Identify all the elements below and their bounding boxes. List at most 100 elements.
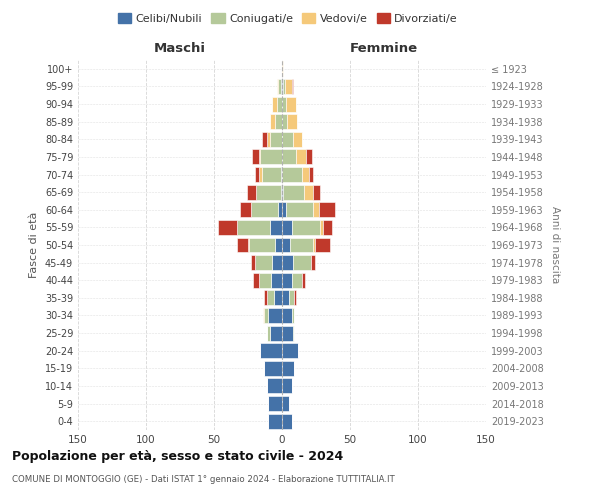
Bar: [282, 255, 293, 270]
Bar: [255, 255, 272, 270]
Bar: [237, 238, 248, 252]
Bar: [282, 343, 298, 358]
Bar: [270, 326, 282, 340]
Y-axis label: Fasce di età: Fasce di età: [29, 212, 39, 278]
Bar: [283, 184, 304, 200]
Bar: [267, 326, 270, 340]
Bar: [272, 96, 277, 112]
Bar: [248, 238, 250, 252]
Legend: Celibi/Nubili, Coniugati/e, Vedovi/e, Divorziati/e: Celibi/Nubili, Coniugati/e, Vedovi/e, Di…: [116, 10, 460, 26]
Bar: [282, 96, 286, 112]
Bar: [282, 290, 289, 306]
Bar: [314, 238, 329, 252]
Bar: [281, 184, 282, 200]
Bar: [265, 290, 267, 306]
Bar: [270, 114, 275, 129]
Bar: [282, 167, 302, 182]
Bar: [313, 184, 320, 200]
Bar: [282, 150, 296, 164]
Bar: [251, 202, 278, 218]
Bar: [282, 396, 289, 411]
Bar: [293, 255, 311, 270]
Bar: [240, 202, 251, 218]
Bar: [255, 167, 259, 182]
Bar: [250, 238, 275, 252]
Bar: [268, 396, 282, 411]
Bar: [307, 150, 312, 164]
Bar: [262, 167, 281, 182]
Bar: [251, 255, 255, 270]
Bar: [282, 114, 287, 129]
Bar: [237, 220, 270, 235]
Bar: [252, 150, 259, 164]
Bar: [247, 184, 256, 200]
Bar: [282, 326, 293, 340]
Bar: [278, 79, 281, 94]
Bar: [262, 132, 267, 147]
Bar: [292, 79, 293, 94]
Bar: [282, 79, 283, 94]
Bar: [263, 308, 265, 323]
Bar: [282, 202, 286, 218]
Bar: [313, 238, 314, 252]
Bar: [275, 114, 282, 129]
Bar: [259, 150, 260, 164]
Bar: [320, 220, 323, 235]
Bar: [268, 308, 282, 323]
Bar: [323, 220, 332, 235]
Bar: [287, 114, 297, 129]
Bar: [302, 167, 309, 182]
Bar: [259, 273, 271, 287]
Bar: [267, 132, 270, 147]
Bar: [319, 202, 335, 218]
Bar: [290, 238, 313, 252]
Bar: [267, 378, 282, 394]
Bar: [292, 220, 320, 235]
Bar: [282, 132, 293, 147]
Bar: [282, 238, 290, 252]
Bar: [286, 96, 296, 112]
Bar: [272, 255, 282, 270]
Text: COMUNE DI MONTOGGIO (GE) - Dati ISTAT 1° gennaio 2024 - Elaborazione TUTTITALIA.: COMUNE DI MONTOGGIO (GE) - Dati ISTAT 1°…: [12, 475, 395, 484]
Bar: [265, 308, 268, 323]
Bar: [265, 361, 282, 376]
Bar: [292, 308, 294, 323]
Bar: [274, 290, 282, 306]
Bar: [271, 273, 282, 287]
Bar: [268, 414, 282, 428]
Bar: [281, 167, 282, 182]
Bar: [283, 79, 285, 94]
Bar: [282, 378, 292, 394]
Bar: [259, 167, 262, 182]
Bar: [270, 132, 282, 147]
Bar: [278, 202, 282, 218]
Bar: [292, 273, 302, 287]
Bar: [309, 167, 313, 182]
Bar: [260, 343, 282, 358]
Bar: [302, 273, 305, 287]
Bar: [304, 184, 313, 200]
Bar: [267, 290, 274, 306]
Bar: [277, 96, 282, 112]
Bar: [282, 184, 283, 200]
Text: Popolazione per età, sesso e stato civile - 2024: Popolazione per età, sesso e stato civil…: [12, 450, 343, 463]
Bar: [296, 150, 307, 164]
Bar: [282, 220, 292, 235]
Text: Femmine: Femmine: [350, 42, 418, 54]
Bar: [285, 79, 292, 94]
Bar: [286, 202, 313, 218]
Bar: [282, 62, 283, 76]
Bar: [282, 273, 292, 287]
Bar: [282, 308, 292, 323]
Bar: [294, 290, 296, 306]
Bar: [293, 132, 302, 147]
Bar: [311, 255, 314, 270]
Bar: [218, 220, 237, 235]
Bar: [282, 414, 292, 428]
Y-axis label: Anni di nascita: Anni di nascita: [550, 206, 560, 284]
Bar: [281, 79, 282, 94]
Bar: [277, 79, 278, 94]
Bar: [270, 220, 282, 235]
Bar: [253, 273, 259, 287]
Bar: [313, 202, 319, 218]
